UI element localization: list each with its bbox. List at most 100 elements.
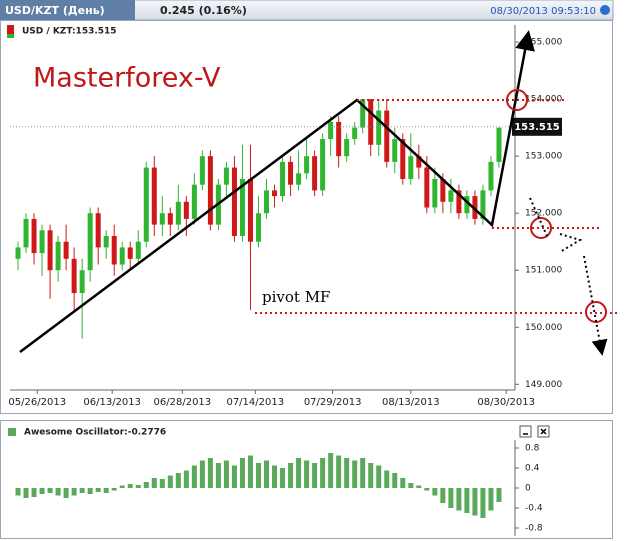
candle-body [376,110,382,145]
bar [432,488,438,496]
candle-body [312,156,318,191]
legend-icon [7,25,14,34]
y-tick-label: 0.8 [525,444,540,454]
candle-body [328,121,334,140]
candle-body [31,218,37,254]
bar [464,488,470,513]
bar [408,483,414,488]
candle-body [87,213,93,271]
bar [440,488,446,503]
price-panel [0,20,613,414]
bar [127,484,133,488]
bar [103,488,109,493]
bar [416,485,422,488]
candle-body [255,213,261,242]
bar [376,465,382,488]
bar [456,488,462,511]
bar [352,460,358,488]
bar [280,468,286,488]
candle-body [159,213,165,225]
y-tick-label: -0.4 [525,504,543,514]
x-tick-label: 08/30/2013 [477,397,535,408]
legend-icon [7,34,14,38]
bar [368,463,374,488]
candle-body [175,201,181,225]
bar [424,488,430,491]
bar [231,465,237,488]
drawing [19,30,620,352]
bar [95,488,101,492]
candle-body [63,241,69,259]
candle-body [432,178,438,208]
candle-body [103,236,109,248]
bar [448,488,454,508]
legend-icon [8,428,16,436]
candle-body [392,139,398,162]
y-tick-label: 153.000 [525,152,562,162]
bar [480,488,486,518]
candle-body [79,270,85,294]
annotation: Masterforex-V [33,63,221,94]
osc-title: Awesome Oscillator:-0.2776 [24,428,166,438]
bar [207,458,213,488]
last-price-label: 153.515 [514,122,560,133]
candle-body [360,99,366,128]
bar [488,488,494,511]
candle-body [39,230,45,254]
bar [384,470,390,488]
bar [328,453,334,488]
candle-body [127,247,133,259]
candle-body [280,161,286,197]
y-tick-label: 0.4 [525,464,540,474]
x-tick-label: 07/29/2013 [304,397,362,408]
bar [400,478,406,488]
candle-body [71,258,77,294]
candle-body [231,167,237,237]
bar [247,455,253,488]
y-tick-label: 152.000 [525,209,562,219]
bar [15,488,21,496]
bar [143,482,149,488]
minimize-button[interactable] [519,425,532,438]
candle-body [304,156,310,174]
header-title: USD/KZT (День) [5,4,105,17]
candle-body [320,139,326,191]
candle-body [151,167,157,225]
candle-body [440,178,446,202]
marker-circle [530,217,552,239]
candle-body [111,236,117,265]
bar [111,488,117,491]
x-tick-label: 06/13/2013 [83,397,141,408]
x-tick-label: 07/14/2013 [226,397,284,408]
button-glyph [523,428,547,435]
bar [272,465,278,488]
bar [215,463,221,488]
candle-body [480,190,486,219]
bar [23,488,29,498]
y-tick-label: 149.000 [525,380,562,390]
candle-body [135,241,141,259]
title-tab [0,0,135,20]
refresh-icon[interactable] [600,5,610,15]
bar [288,463,294,488]
x-tick-label: 06/28/2013 [154,397,212,408]
candle-body [464,196,470,214]
marker-circle [506,89,528,111]
bar [151,478,157,488]
candle-body [448,190,454,202]
bar [79,488,85,493]
bar [304,460,310,488]
bar [336,455,342,488]
candle-body [167,213,173,225]
candle-body [191,184,197,219]
bar [183,470,189,488]
annotation: pivot MF [262,288,330,306]
candle-body [199,156,205,185]
candle-body [456,190,462,214]
candle-body [368,99,374,145]
candle-body [416,156,422,168]
candle-body [496,127,502,162]
candle-body [296,173,302,185]
bar [135,485,141,488]
candle-body [384,110,390,162]
